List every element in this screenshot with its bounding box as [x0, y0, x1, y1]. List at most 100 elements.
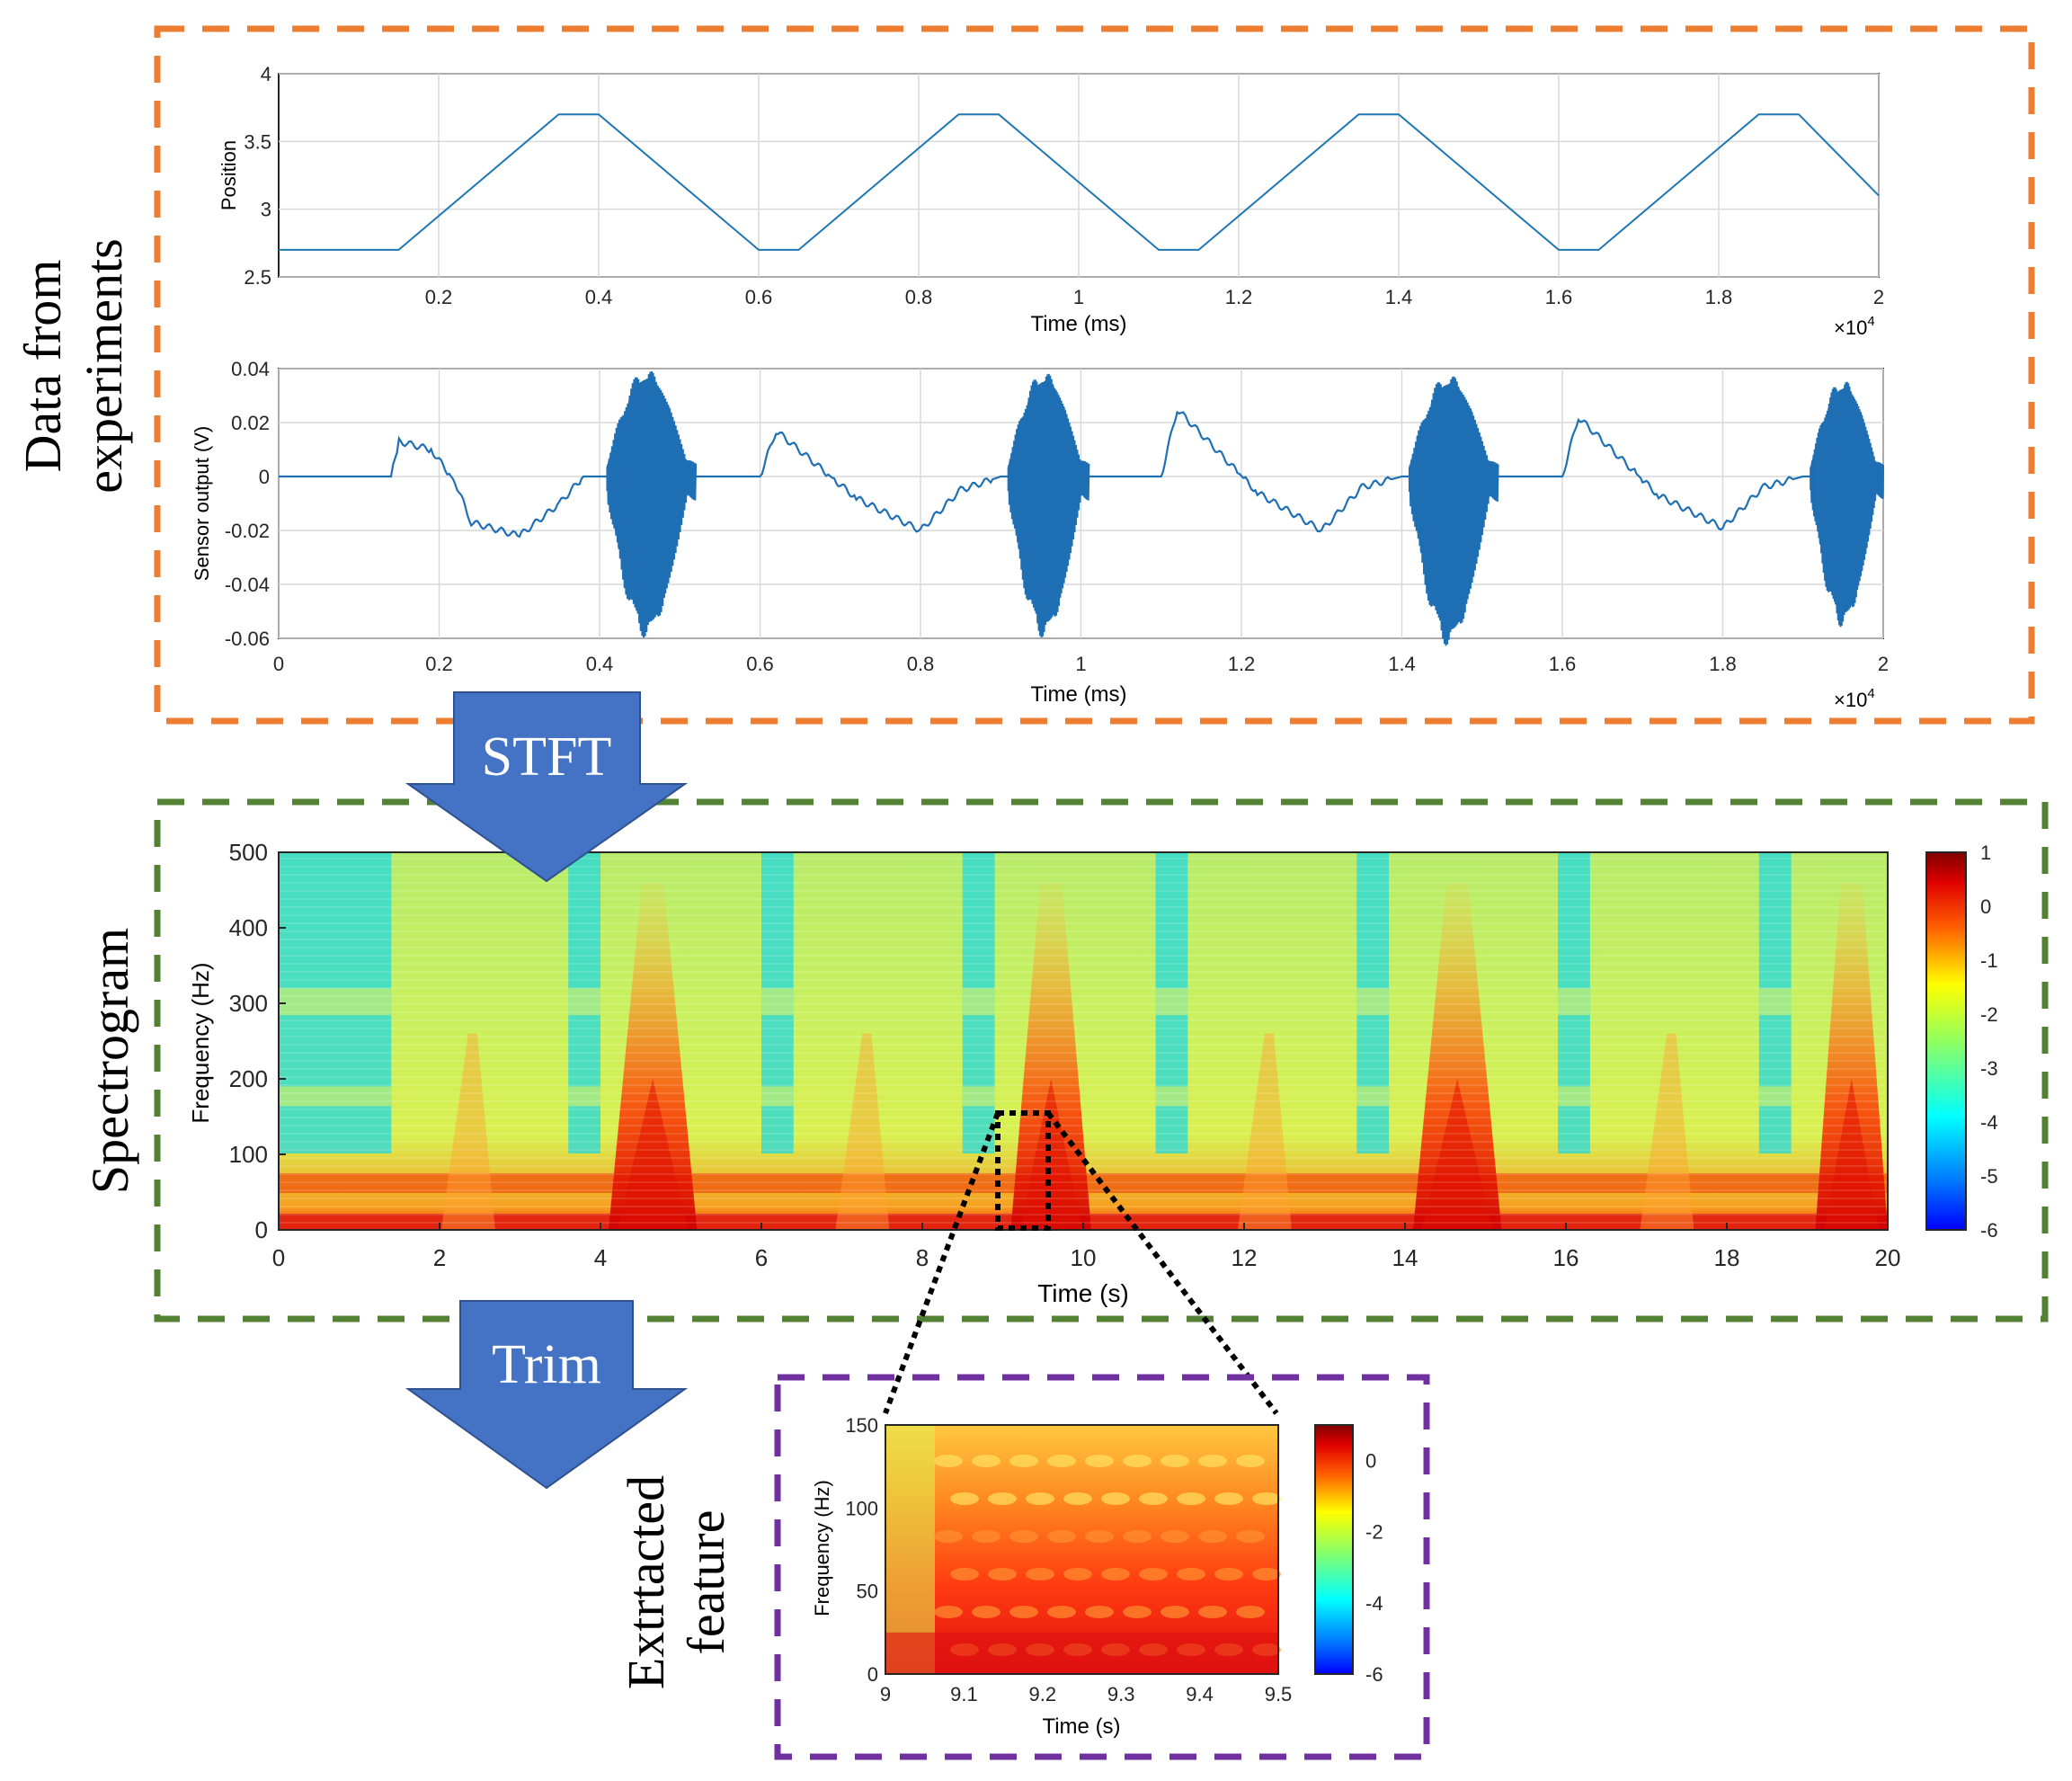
spectrogram-colorbar-tick-label: -5	[1980, 1165, 1998, 1188]
spectrogram-x-tick-label: 16	[1553, 1244, 1579, 1271]
feature-blob	[1101, 1492, 1130, 1505]
position-plot: 0.2 0.4 0.6 0.8 1 1.2 1.4 1.6 1.8 2 2.5 3 3.5 4 Posit…	[218, 63, 1884, 339]
spectrogram-y-tick-label: 200	[229, 1065, 268, 1092]
feature-blob	[972, 1455, 1000, 1467]
feature-blob	[1026, 1492, 1054, 1505]
experiments-label-line2: experiments	[75, 238, 133, 493]
feature-blob	[1063, 1568, 1092, 1581]
feature-blob	[1085, 1606, 1114, 1618]
feature-blob	[1139, 1492, 1168, 1505]
position-y-tick-label: 3.5	[244, 130, 271, 153]
feature-y-tick-label: 0	[867, 1663, 878, 1686]
sensor-plot: 0 0.2 0.4 0.6 0.8 1 1.2 1.4 1.6 1.8 20.040.020-0.0…	[191, 358, 1889, 711]
sensor-y-tick-label: 0.04	[231, 358, 270, 380]
feature-y-tick-label: 50	[857, 1581, 878, 1603]
feature-blob	[1198, 1530, 1227, 1543]
sensor-x-tick-label: 2	[1878, 653, 1889, 675]
feature-blob	[1252, 1568, 1281, 1581]
feature-blob	[1214, 1492, 1243, 1505]
trim-arrow: Trim	[405, 1300, 689, 1490]
feature-colorbar-tick-label: -4	[1365, 1592, 1383, 1615]
feature-colorbar-tick-label: 0	[1365, 1450, 1376, 1473]
spectrogram-label: Spectrogram	[81, 928, 139, 1194]
feature-blob	[1123, 1606, 1152, 1618]
spectrogram-y-tick-label: 500	[229, 839, 268, 866]
position-x-tick-label: 1.2	[1225, 286, 1253, 308]
spectrogram-colorbar-tick-label: -1	[1980, 949, 1998, 972]
feature-blob	[1047, 1455, 1076, 1467]
spectrogram-x-tick-label: 14	[1392, 1244, 1418, 1271]
spectrogram-x-tick-label: 0	[272, 1244, 285, 1271]
experiments-section-border	[154, 25, 2035, 725]
feature-blob	[1101, 1568, 1130, 1581]
feature-y-tick-label: 100	[845, 1497, 878, 1519]
sensor-x-tick-label: 0.6	[746, 653, 774, 675]
feature-blob	[1214, 1568, 1243, 1581]
trim-arrow-shape	[405, 1300, 689, 1490]
spectrogram-x-tick-label: 10	[1071, 1244, 1097, 1271]
feature-colorbar	[1314, 1424, 1354, 1675]
spectrogram-x-tick-label: 8	[916, 1244, 929, 1271]
feature-blob	[1047, 1530, 1076, 1543]
spectrogram-ylabel: Frequency (Hz)	[187, 962, 214, 1123]
trim-arrow-label: Trim	[492, 1334, 601, 1395]
feature-x-tick-label: 9.5	[1265, 1683, 1293, 1705]
position-x-tick-label: 0.6	[745, 286, 773, 308]
feature-plot: 9 9.1 9.2 9.3 9.4 9.5 0 50 100 150 Frequency (Hz)…	[811, 1414, 1383, 1739]
sensor-x-tick-label: 0	[273, 653, 284, 675]
feature-blob	[1139, 1568, 1168, 1581]
sensor-x-tick-label: 0.2	[425, 653, 453, 675]
position-tick-labels: 0.2 0.4 0.6 0.8 1 1.2 1.4 1.6 1.8 2 2.5 3 3.5 4	[244, 63, 1884, 308]
feature-blob	[1026, 1568, 1054, 1581]
feature-blob	[1009, 1455, 1038, 1467]
spectrogram-texture	[279, 852, 1888, 1230]
experiments-label-line1: Data from	[13, 260, 72, 473]
feature-blob	[1236, 1606, 1265, 1618]
position-x-tick-label: 2	[1873, 286, 1884, 308]
feature-blob	[934, 1606, 963, 1618]
feature-blob	[1252, 1492, 1281, 1505]
feature-blob	[1177, 1568, 1205, 1581]
sensor-x-tick-label: 1	[1075, 653, 1086, 675]
spectrogram-y-tick-label: 300	[229, 990, 268, 1017]
sensor-tick-labels: 0 0.2 0.4 0.6 0.8 1 1.2 1.4 1.6 1.8 20.040.020-0.0…	[225, 358, 1889, 675]
feature-label-line1: Extrtacted	[617, 1475, 675, 1689]
spectrogram-y-tick-label: 400	[229, 914, 268, 941]
feature-blob	[1160, 1455, 1189, 1467]
sensor-y-tick-label: -0.02	[225, 520, 270, 542]
zoom-connector-right	[1045, 1111, 1279, 1415]
feature-blob	[1085, 1530, 1114, 1543]
feature-tick-labels: 9 9.1 9.2 9.3 9.4 9.5 0 50 100 150	[845, 1414, 1292, 1705]
feature-blob	[988, 1568, 1017, 1581]
feature-blob	[1177, 1492, 1205, 1505]
feature-ylabel: Frequency (Hz)	[811, 1480, 833, 1616]
sensor-x-tick-label: 0.8	[907, 653, 935, 675]
spectrogram-colorbar	[1925, 851, 1967, 1231]
feature-blob	[1009, 1606, 1038, 1618]
feature-blobs	[885, 1455, 1281, 1674]
feature-blob	[1063, 1492, 1092, 1505]
spectrogram-x-tick-label: 6	[755, 1244, 768, 1271]
feature-blob	[1123, 1530, 1152, 1543]
feature-x-tick-label: 9.2	[1029, 1683, 1057, 1705]
zoom-region-box	[995, 1110, 1051, 1231]
sensor-x-multiplier: ×104	[1834, 686, 1875, 711]
spectrogram-y-tick-label: 0	[255, 1216, 268, 1243]
feature-x-tick-label: 9.1	[950, 1683, 978, 1705]
sensor-series	[279, 370, 1884, 646]
stft-arrow: STFT	[405, 691, 689, 883]
sensor-x-tick-label: 0.4	[586, 653, 614, 675]
spectrogram-colorbar-tick-label: 1	[1980, 842, 1991, 864]
position-x-tick-label: 1	[1073, 286, 1084, 308]
position-xlabel: Time (ms)	[1030, 312, 1126, 336]
feature-frame	[885, 1424, 1279, 1675]
sensor-y-tick-label: -0.04	[225, 574, 270, 596]
feature-y-tick-label: 150	[845, 1414, 878, 1437]
spectrogram-colorbar-tick-label: 0	[1980, 895, 1991, 918]
feature-xlabel: Time (s)	[1042, 1714, 1120, 1739]
spectrogram-y-tick-label: 100	[229, 1141, 268, 1168]
feature-blob	[1236, 1455, 1265, 1467]
feature-blob	[972, 1530, 1000, 1543]
